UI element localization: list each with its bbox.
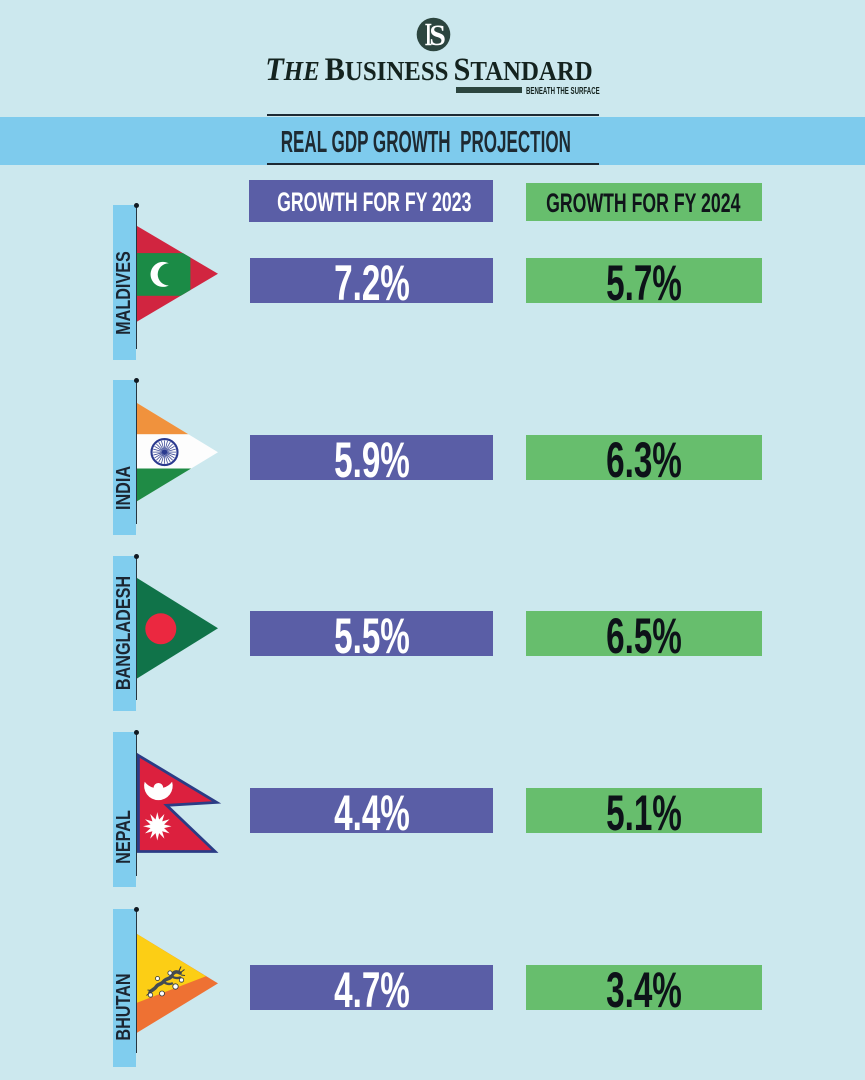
svg-text:S: S bbox=[429, 19, 446, 52]
